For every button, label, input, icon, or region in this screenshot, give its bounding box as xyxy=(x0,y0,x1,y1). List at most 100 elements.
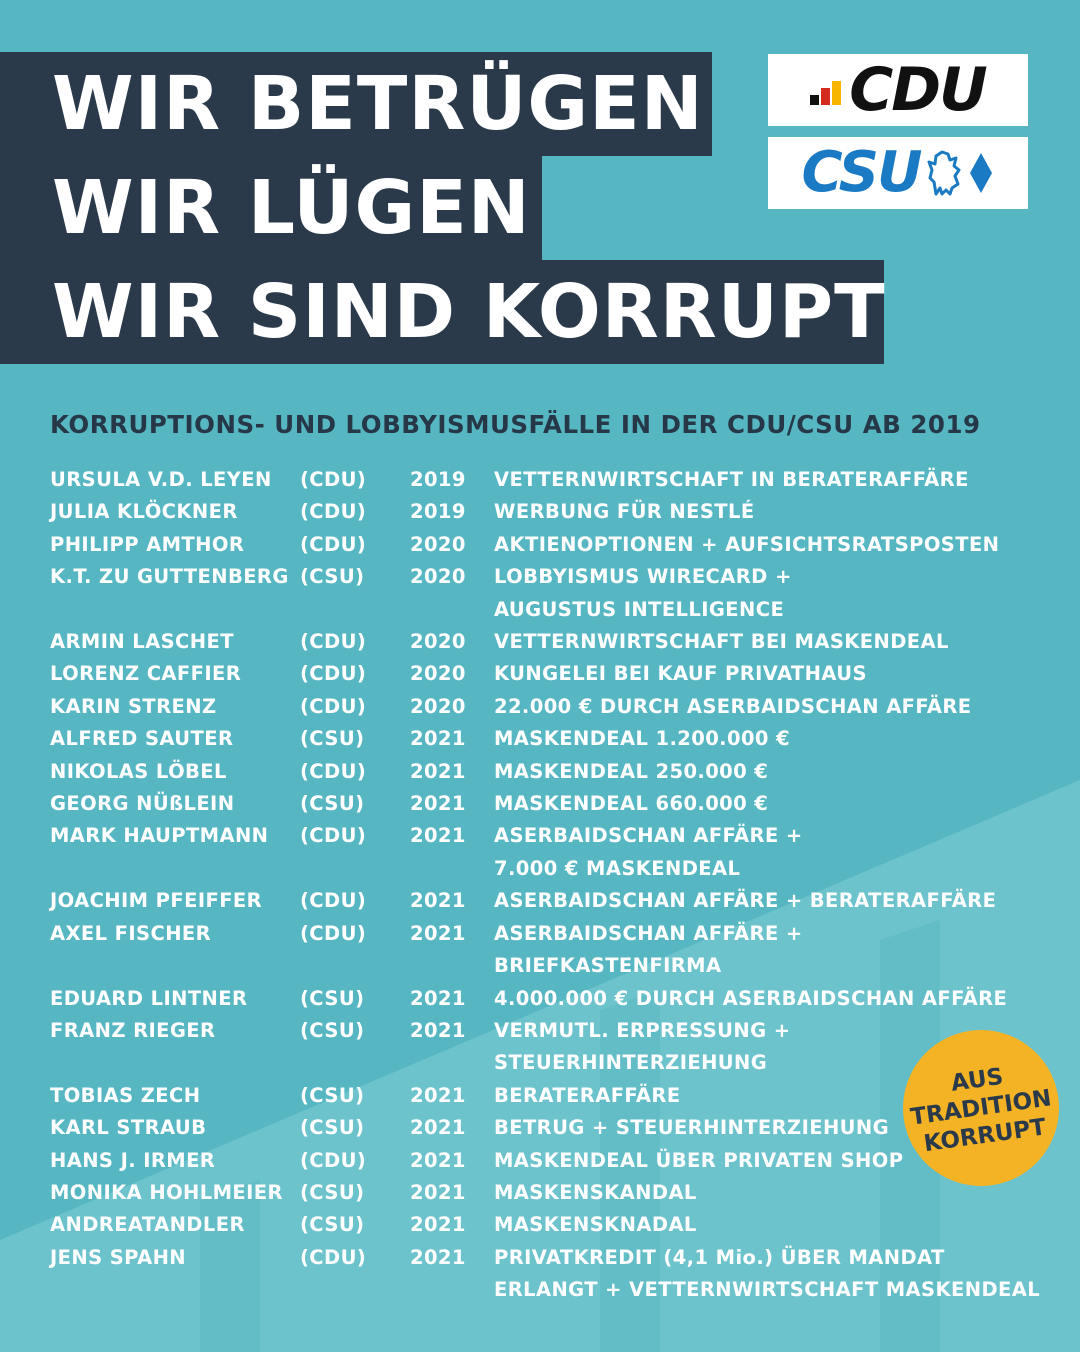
case-party: (CDU) xyxy=(300,889,367,913)
case-year: 2021 xyxy=(410,986,466,1010)
case-description: MASKENDEAL ÜBER PRIVATEN SHOP xyxy=(494,1148,904,1172)
case-party: (CDU) xyxy=(300,824,367,848)
case-name: LORENZ CAFFIER xyxy=(50,662,242,686)
case-name: ARMIN LASCHET xyxy=(50,630,234,654)
case-spacer xyxy=(50,1047,300,1079)
case-row: MONIKA HOHLMEIER (CSU) 2021 MASKENSKANDAL xyxy=(50,1177,1054,1209)
case-party: (CSU) xyxy=(300,1083,365,1107)
case-description-continued: BRIEFKASTENFIRMA xyxy=(494,954,722,978)
case-row: KARL STRAUB (CSU) 2021 BETRUG + STEUERHINTE… xyxy=(50,1112,1054,1144)
case-spacer xyxy=(410,853,494,885)
case-name: K.T. ZU GUTTENBERG xyxy=(50,565,289,589)
case-name: ANDREATANDLER xyxy=(50,1213,245,1237)
case-row: ARMIN LASCHET (CDU) 2020 VETTERNWIRTSCHAFT … xyxy=(50,626,1054,658)
case-description: MASKENSKNADAL xyxy=(494,1213,697,1237)
case-spacer xyxy=(50,853,300,885)
case-year: 2021 xyxy=(410,759,466,783)
case-party: (CDU) xyxy=(300,1148,367,1172)
case-description: LOBBYISMUS WIRECARD + xyxy=(494,565,792,589)
case-year: 2020 xyxy=(410,662,466,686)
case-year: 2021 xyxy=(410,889,466,913)
case-year: 2020 xyxy=(410,532,466,556)
csu-logo: CSU xyxy=(768,137,1028,209)
case-description: VETTERNWIRTSCHAFT BEI MASKENDEAL xyxy=(494,630,949,654)
case-name: EDUARD LINTNER xyxy=(50,986,248,1010)
case-spacer xyxy=(50,1274,300,1306)
case-row: K.T. ZU GUTTENBERG (CSU) 2020 LOBBYISMUS WI… xyxy=(50,561,1054,626)
case-year: 2021 xyxy=(410,1018,466,1042)
case-spacer xyxy=(410,1047,494,1079)
case-description-continued: ERLANGT + VETTERNWIRTSCHAFT MASKENDEAL xyxy=(494,1278,1041,1302)
lion-icon xyxy=(927,150,961,196)
case-party: (CDU) xyxy=(300,694,367,718)
case-party: (CSU) xyxy=(300,1116,365,1140)
case-row: NIKOLAS LÖBEL (CDU) 2021 MASKENDEAL 250.000… xyxy=(50,756,1054,788)
case-row: LORENZ CAFFIER (CDU) 2020 KUNGELEI BEI KAUF… xyxy=(50,658,1054,690)
headline-line-2: WIR LÜGEN xyxy=(0,156,542,260)
case-year: 2020 xyxy=(410,694,466,718)
case-name: ALFRED SAUTER xyxy=(50,727,234,751)
case-description: VERMUTL. ERPRESSUNG + xyxy=(494,1018,791,1042)
case-spacer xyxy=(50,950,300,982)
case-spacer xyxy=(410,950,494,982)
case-description-continued: AUGUSTUS INTELLIGENCE xyxy=(494,597,785,621)
case-year: 2019 xyxy=(410,468,466,491)
case-party: (CSU) xyxy=(300,727,365,751)
case-description: MASKENDEAL 250.000 € xyxy=(494,759,769,783)
case-description: KUNGELEI BEI KAUF PRIVATHAUS xyxy=(494,662,867,686)
case-year: 2021 xyxy=(410,1148,466,1172)
case-spacer xyxy=(300,853,410,885)
case-row: GEORG NÜßLEIN (CSU) 2021 MASKENDEAL 660.000… xyxy=(50,788,1054,820)
case-name: HANS J. IRMER xyxy=(50,1148,216,1172)
case-row: JULIA KLÖCKNER (CDU) 2019 WERBUNG FÜR NESTL… xyxy=(50,496,1054,528)
case-party: (CDU) xyxy=(300,662,367,686)
case-row: JOACHIM PFEIFFER (CDU) 2021 ASERBAIDSCHAN A… xyxy=(50,885,1054,917)
case-name: URSULA V.D. LEYEN xyxy=(50,468,272,491)
case-spacer xyxy=(50,594,300,626)
case-name: MONIKA HOHLMEIER xyxy=(50,1180,283,1204)
case-year: 2021 xyxy=(410,727,466,751)
case-name: JULIA KLÖCKNER xyxy=(50,500,238,524)
case-year: 2021 xyxy=(410,1213,466,1237)
case-party: (CDU) xyxy=(300,500,367,524)
case-name: TOBIAS ZECH xyxy=(50,1083,201,1107)
case-year: 2021 xyxy=(410,824,466,848)
case-description-continued: STEUERHINTERZIEHUNG xyxy=(494,1051,768,1075)
case-description: MASKENDEAL 660.000 € xyxy=(494,792,769,816)
case-row: MARK HAUPTMANN (CDU) 2021 ASERBAIDSCHAN AFF… xyxy=(50,820,1054,885)
subtitle: KORRUPTIONS- UND LOBBYISMUSFÄLLE IN DER … xyxy=(50,410,981,439)
case-name: MARK HAUPTMANN xyxy=(50,824,269,848)
case-row: PHILIPP AMTHOR (CDU) 2020 AKTIENOPTIONEN + … xyxy=(50,529,1054,561)
csu-logo-text: CSU xyxy=(801,140,923,205)
case-party: (CSU) xyxy=(300,1213,365,1237)
case-name: JOACHIM PFEIFFER xyxy=(50,889,263,913)
case-description: WERBUNG FÜR NESTLÉ xyxy=(494,500,755,524)
case-description: 4.000.000 € DURCH ASERBAIDSCHAN AFFÄRE xyxy=(494,986,1008,1010)
case-description: ASERBAIDSCHAN AFFÄRE + xyxy=(494,824,803,848)
case-list: URSULA V.D. LEYEN (CDU) 2019 VETTERNWIRTSCH… xyxy=(50,464,1054,1307)
case-row: TOBIAS ZECH (CSU) 2021 BERATERAFFÄRE xyxy=(50,1080,1054,1112)
case-year: 2020 xyxy=(410,565,466,589)
case-spacer xyxy=(410,594,494,626)
case-description: MASKENDEAL 1.200.000 € xyxy=(494,727,791,751)
case-row: AXEL FISCHER (CDU) 2021 ASERBAIDSCHAN AFFÄR… xyxy=(50,918,1054,983)
case-party: (CSU) xyxy=(300,1180,365,1204)
case-spacer xyxy=(300,950,410,982)
case-row: EDUARD LINTNER (CSU) 2021 4.000.000 € DURCH… xyxy=(50,983,1054,1015)
cdu-logo: CDU xyxy=(768,54,1028,126)
case-description: ASERBAIDSCHAN AFFÄRE + xyxy=(494,921,803,945)
case-party: (CSU) xyxy=(300,792,365,816)
case-year: 2021 xyxy=(410,921,466,945)
diamond-icon xyxy=(970,153,993,193)
case-name: JENS SPAHN xyxy=(50,1245,187,1269)
case-row: FRANZ RIEGER (CSU) 2021 VERMUTL. ERPRESSUNG… xyxy=(50,1015,1054,1080)
case-party: (CDU) xyxy=(300,1245,367,1269)
case-name: FRANZ RIEGER xyxy=(50,1018,216,1042)
case-name: PHILIPP AMTHOR xyxy=(50,532,245,556)
case-party: (CDU) xyxy=(300,468,367,491)
case-year: 2021 xyxy=(410,1083,466,1107)
case-party: (CSU) xyxy=(300,565,365,589)
headline-line-1: WIR BETRÜGEN xyxy=(0,52,712,156)
case-name: KARL STRAUB xyxy=(50,1116,207,1140)
case-row: HANS J. IRMER (CDU) 2021 MASKENDEAL ÜBER PR… xyxy=(50,1145,1054,1177)
